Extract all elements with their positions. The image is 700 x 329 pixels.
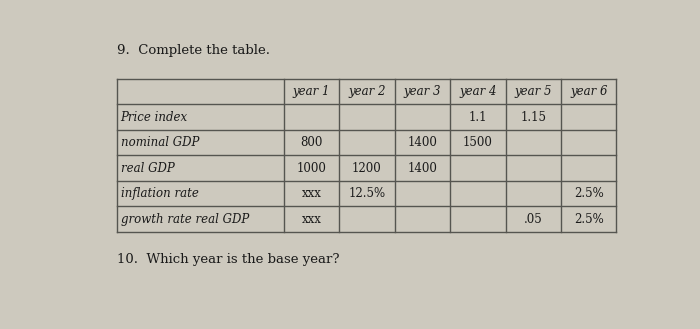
Text: nominal GDP: nominal GDP: [120, 136, 199, 149]
Text: 1000: 1000: [297, 162, 326, 175]
Text: 2.5%: 2.5%: [574, 213, 603, 226]
Text: year 2: year 2: [348, 85, 386, 98]
Text: 2.5%: 2.5%: [574, 187, 603, 200]
Text: 1200: 1200: [352, 162, 382, 175]
Text: 10.  Which year is the base year?: 10. Which year is the base year?: [118, 253, 340, 266]
Text: year 1: year 1: [293, 85, 330, 98]
Text: 1400: 1400: [407, 162, 438, 175]
Text: xxx: xxx: [302, 213, 321, 226]
Text: year 5: year 5: [514, 85, 552, 98]
Text: 800: 800: [300, 136, 323, 149]
Text: real GDP: real GDP: [120, 162, 174, 175]
Text: year 6: year 6: [570, 85, 608, 98]
Text: .05: .05: [524, 213, 542, 226]
Text: 1.15: 1.15: [520, 111, 546, 124]
Text: year 3: year 3: [404, 85, 441, 98]
Text: 12.5%: 12.5%: [349, 187, 386, 200]
Text: Price index: Price index: [120, 111, 188, 124]
Text: year 4: year 4: [459, 85, 496, 98]
Text: 1500: 1500: [463, 136, 493, 149]
Text: growth rate real GDP: growth rate real GDP: [120, 213, 248, 226]
Text: 9.  Complete the table.: 9. Complete the table.: [118, 44, 270, 57]
Text: 1400: 1400: [407, 136, 438, 149]
Text: inflation rate: inflation rate: [120, 187, 199, 200]
Text: 1.1: 1.1: [468, 111, 487, 124]
Text: xxx: xxx: [302, 187, 321, 200]
